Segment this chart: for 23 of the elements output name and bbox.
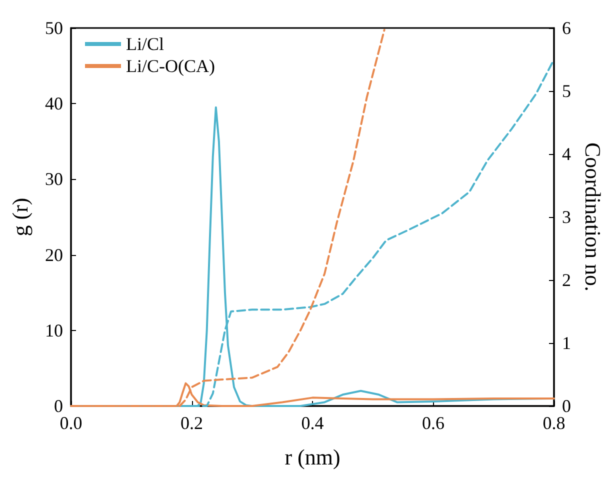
x-tick-label: 0.2 [180, 413, 203, 433]
y-tick-label: 0 [54, 396, 63, 416]
legend-label: Li/C-O(CA) [126, 56, 215, 76]
x-tick-label: 0.6 [422, 413, 444, 433]
y-tick-label: 10 [45, 320, 63, 340]
y2-tick-label: 2 [562, 270, 571, 290]
y2-axis-title: Coordination no. [580, 142, 606, 292]
y-tick-label: 50 [45, 18, 63, 38]
legend-label: Li/Cl [126, 34, 164, 54]
y2-tick-label: 0 [562, 396, 571, 416]
y-tick-label: 30 [45, 169, 63, 190]
y2-tick-label: 3 [562, 207, 571, 227]
x-axis-title: r (nm) [284, 444, 340, 470]
y2-tick-label: 6 [562, 18, 571, 38]
x-tick-label: 0.8 [542, 413, 566, 433]
y-tick-label: 40 [45, 94, 63, 114]
x-tick-label: 0.4 [301, 413, 324, 433]
x-tick-label: 0.0 [60, 413, 82, 433]
y-tick-label: 20 [45, 244, 63, 265]
y2-tick-label: 1 [562, 333, 571, 353]
y2-tick-label: 4 [562, 144, 571, 164]
y2-tick-label: 5 [562, 81, 571, 101]
y-axis-title: g (r) [8, 198, 32, 236]
